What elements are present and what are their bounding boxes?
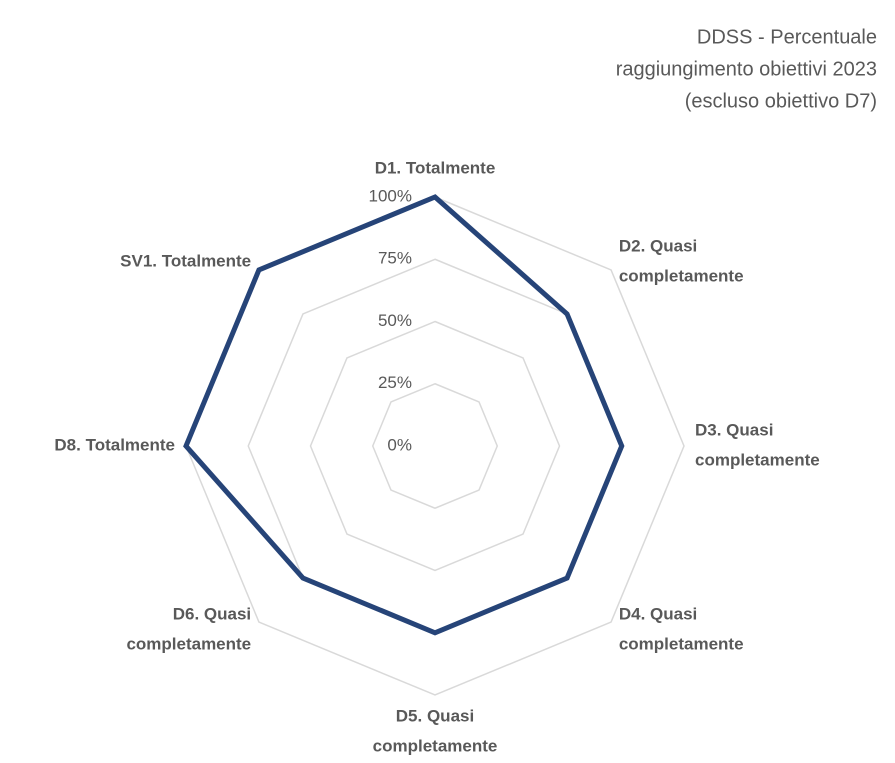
category-label: completamente [619,634,744,653]
chart-title: raggiungimento obiettivi 2023 [616,58,877,80]
tick-label: 25% [378,373,412,392]
radar-line [183,194,625,636]
tick-label: 0% [387,435,412,454]
category-label: D6. Quasi [173,604,251,623]
category-label: completamente [619,267,744,286]
tick-label: 50% [378,311,412,330]
category-label: D4. Quasi [619,604,697,623]
category-label: completamente [373,736,498,755]
category-label: completamente [126,634,251,653]
category-label: D1. Totalmente [375,158,496,177]
category-label: SV1. Totalmente [120,252,251,271]
grid-ring [371,382,499,510]
tick-label: 75% [378,249,412,268]
chart-title: DDSS - Percentuale [697,26,877,48]
category-label: completamente [695,450,820,469]
category-label: D5. Quasi [396,706,474,725]
category-label: D8. Totalmente [54,435,175,454]
tick-label: 100% [369,186,412,205]
category-label: D2. Quasi [619,237,697,256]
category-label: D3. Quasi [695,420,773,439]
chart-title: (escluso obiettivo D7) [685,90,877,112]
grid-ring [309,320,561,572]
